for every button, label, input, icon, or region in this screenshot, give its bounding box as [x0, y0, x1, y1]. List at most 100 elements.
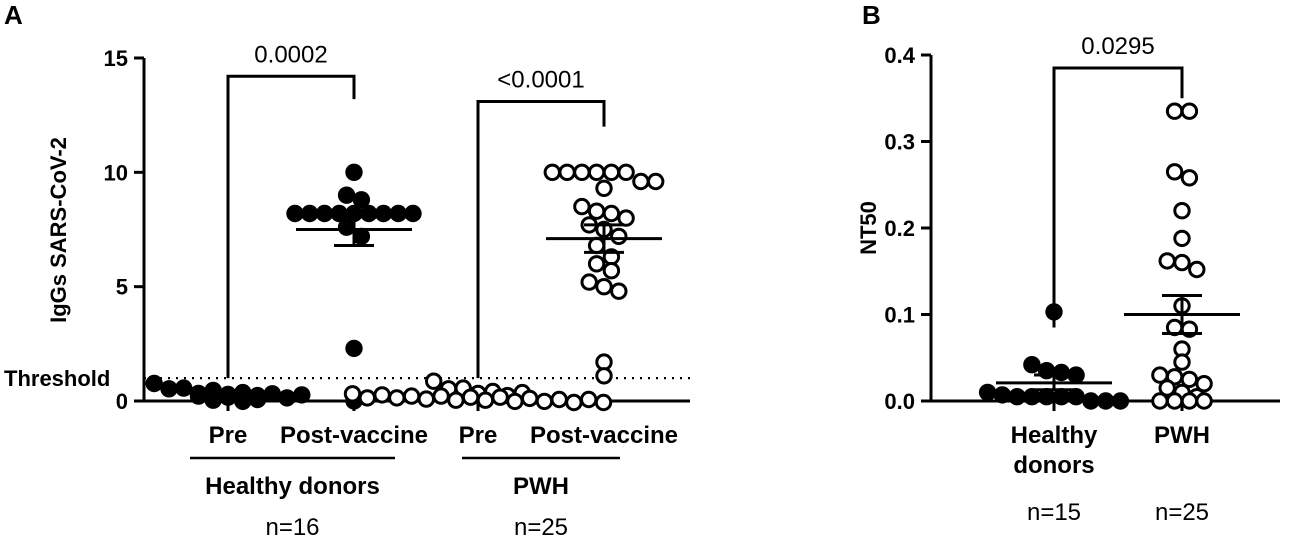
data-point	[337, 218, 356, 236]
data-point	[1052, 388, 1071, 406]
x-category-label: Healthy	[1011, 422, 1098, 449]
x-category-label: donors	[1013, 452, 1094, 479]
data-point	[417, 390, 435, 408]
y-tick-label: 0.3	[884, 130, 915, 155]
data-point	[461, 388, 480, 406]
data-point	[1195, 392, 1213, 410]
data-point	[432, 387, 450, 405]
y-tick-label: 0	[116, 389, 128, 414]
group-label: PWH	[513, 473, 569, 500]
data-point	[404, 204, 422, 223]
data-point	[1037, 388, 1056, 406]
p-value-label: 0.0002	[254, 41, 327, 68]
sample-size-label: n=25	[1155, 499, 1209, 526]
data-point	[352, 227, 371, 246]
data-point	[293, 386, 311, 404]
data-point	[1173, 353, 1191, 371]
data-point	[1165, 163, 1184, 181]
data-point	[315, 204, 334, 223]
data-point	[447, 391, 465, 409]
data-point	[491, 388, 509, 406]
data-point	[337, 186, 356, 204]
data-point	[632, 172, 650, 191]
data-point	[521, 389, 539, 408]
data-point	[602, 262, 621, 280]
panel-a: A IgGs SARS-CoV-2 0 5 10 15 Threshold 0.0002 <…	[4, 0, 690, 541]
sample-size-label: n=25	[514, 514, 568, 541]
data-point	[535, 392, 554, 411]
data-point	[1158, 252, 1176, 270]
y-tick-label: 0.1	[884, 303, 915, 328]
data-point	[345, 339, 363, 358]
data-point	[1067, 388, 1085, 406]
data-point	[1023, 356, 1041, 374]
significance-bracket	[1052, 66, 1184, 328]
panel-a-letter: A	[4, 0, 23, 30]
y-tick-label: 5	[116, 275, 128, 300]
data-point	[160, 380, 178, 398]
panel-b-letter: B	[862, 0, 881, 30]
data-point	[558, 163, 576, 182]
data-point	[610, 227, 628, 246]
data-point	[425, 372, 443, 390]
data-point	[1188, 260, 1206, 279]
data-point	[543, 163, 561, 182]
group-label: Healthy donors	[205, 473, 380, 500]
data-point	[1158, 379, 1176, 397]
data-point	[595, 367, 613, 385]
data-point	[610, 282, 628, 300]
data-point	[345, 163, 363, 182]
data-point	[360, 204, 378, 223]
x-category-label: Pre	[209, 422, 248, 449]
data-point	[573, 163, 591, 182]
panel-b: B NT50 0.0 0.1 0.2 0.3 0.4 0.0295 Healthy donor…	[856, 0, 1280, 526]
data-point	[587, 236, 606, 255]
data-point	[1195, 375, 1213, 393]
data-point	[374, 204, 393, 223]
x-category-label: Pre	[459, 422, 498, 449]
data-point	[587, 255, 606, 273]
data-point	[617, 163, 635, 182]
data-point	[204, 391, 222, 409]
panel-a-y-axis-label: IgGs SARS-CoV-2	[46, 137, 71, 323]
data-point	[550, 390, 568, 409]
data-point	[1097, 392, 1115, 410]
data-point	[647, 172, 665, 191]
data-point	[587, 202, 606, 220]
data-point	[506, 392, 524, 411]
data-point	[373, 386, 391, 404]
data-point	[1180, 169, 1199, 187]
data-point	[602, 163, 621, 182]
data-point	[1180, 102, 1199, 120]
data-point	[602, 204, 621, 223]
data-point	[248, 390, 267, 409]
data-point	[175, 379, 193, 397]
data-point	[263, 385, 281, 403]
data-point	[1008, 388, 1026, 406]
data-point	[343, 385, 362, 403]
p-value-label: <0.0001	[497, 66, 584, 93]
data-point	[595, 179, 613, 198]
data-point	[1165, 392, 1184, 410]
data-point	[1023, 388, 1041, 406]
data-point	[1151, 392, 1169, 410]
data-point	[993, 386, 1011, 404]
data-point	[1165, 102, 1184, 120]
data-point	[978, 383, 997, 402]
data-point	[330, 204, 348, 223]
data-point	[301, 204, 319, 223]
sample-size-label: n=16	[265, 514, 319, 541]
data-point	[286, 204, 304, 223]
x-category-label: Post-vaccine	[530, 422, 678, 449]
data-point	[1173, 202, 1191, 220]
p-value-label: 0.0295	[1081, 33, 1154, 60]
data-point	[476, 391, 495, 409]
y-tick-label: 15	[104, 46, 128, 71]
data-point	[352, 191, 371, 209]
data-point	[388, 389, 406, 407]
data-point	[1082, 392, 1100, 410]
data-point	[580, 273, 598, 291]
panel-b-y-axis-label: NT50	[856, 201, 881, 255]
data-point	[145, 374, 163, 393]
data-point	[617, 209, 635, 227]
